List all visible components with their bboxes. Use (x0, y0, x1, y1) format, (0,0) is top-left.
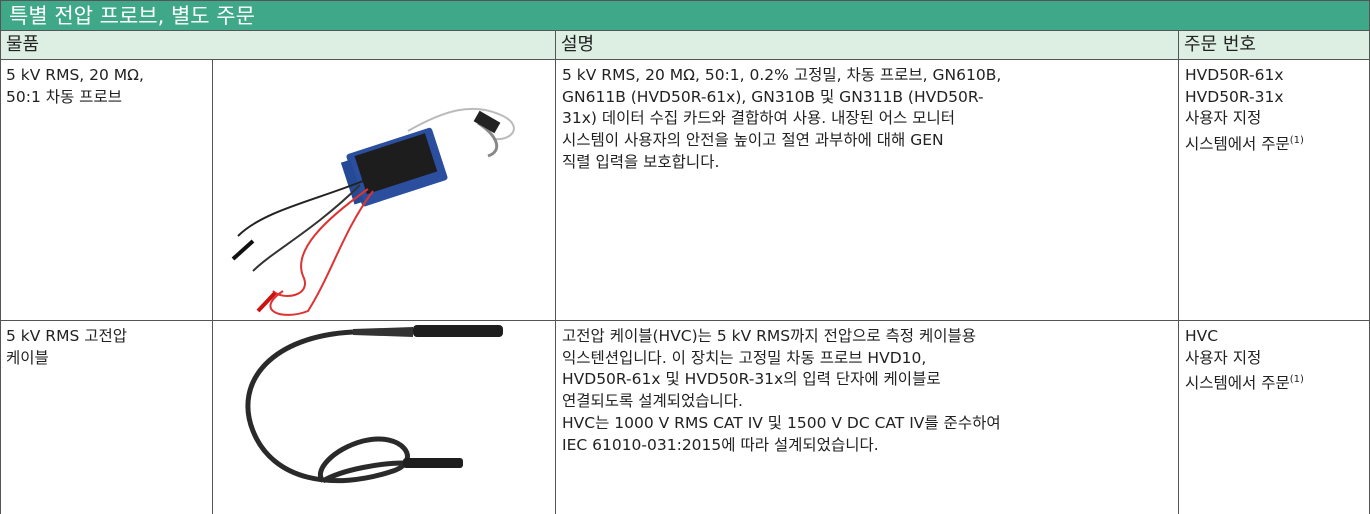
header-cell: 주문 번호 (1178, 31, 1370, 60)
text-line: 연결되도록 설계되었습니다. (562, 392, 743, 411)
text-line: 50:1 차동 프로브 (6, 87, 122, 106)
text-line: 익스텐션입니다. 이 장치는 고정밀 차동 프로브 HVD10, (562, 348, 927, 367)
text-line: IEC 61010-031:2015에 따라 설계되었습니다. (562, 435, 879, 454)
description-cell: 고전압 케이블(HVC)는 5 kV RMS까지 전압으로 측정 케이블용 익스… (556, 321, 1178, 461)
header-cell: 물품 (0, 31, 555, 60)
header-cell: 설명 (555, 31, 1178, 60)
description-cell: 5 kV RMS, 20 MΩ, 50:1, 0.2% 고정밀, 차동 프로브,… (556, 60, 1178, 179)
text-line: HVD50R-31x (1185, 87, 1284, 106)
footnote-mark: (1) (1289, 135, 1304, 147)
text: 시스템에서 주문 (1185, 135, 1290, 154)
border (0, 320, 1370, 321)
text-line: 5 kV RMS, 20 MΩ, (6, 66, 144, 84)
text-line: 고전압 케이블(HVC)는 5 kV RMS까지 전압으로 측정 케이블용 (562, 327, 977, 345)
item-cell: 5 kV RMS, 20 MΩ, 50:1 차동 프로브 (0, 60, 212, 113)
item-cell: 5 kV RMS 고전압 케이블 (0, 321, 212, 374)
text-line: HVD50R-61x (1185, 66, 1284, 84)
product-image (231, 107, 515, 316)
border (555, 31, 556, 514)
table-title: 특별 전압 프로브, 별도 주문 (0, 0, 1370, 31)
text: 시스템에서 주문 (1185, 374, 1290, 393)
text-line: GN611B (HVD50R-61x), GN310B 및 GN311B (HV… (562, 87, 984, 106)
text-line: 사용자 지정 (1185, 348, 1262, 367)
border (1178, 31, 1179, 514)
text-line: 사용자 지정 (1185, 109, 1262, 128)
text-line: 시스템이 사용자의 안전을 높이고 절연 과부하에 대해 GEN (562, 131, 944, 150)
text-line: HVD50R-61x 및 HVD50R-31x의 입력 단자에 케이블로 (562, 370, 941, 389)
text-line: 시스템에서 주문(1) (1185, 369, 1364, 395)
order-cell: HVD50R-61x HVD50R-31x 사용자 지정 시스템에서 주문(1) (1179, 60, 1370, 161)
order-cell: HVC 사용자 지정 시스템에서 주문(1) (1179, 321, 1370, 400)
text-line: 5 kV RMS, 20 MΩ, 50:1, 0.2% 고정밀, 차동 프로브,… (562, 66, 1002, 84)
text-line: HVC (1185, 327, 1219, 345)
footnote-mark: (1) (1289, 374, 1304, 386)
border (0, 31, 1, 514)
text-line: 시스템에서 주문(1) (1185, 130, 1364, 156)
text-line: 직렬 입력을 보호합니다. (562, 152, 720, 171)
text-line: 5 kV RMS 고전압 (6, 327, 127, 345)
border (212, 60, 213, 514)
product-image (245, 325, 503, 484)
text-line: 케이블 (6, 348, 49, 367)
text-line: HVC는 1000 V RMS CAT IV 및 1500 V DC CAT I… (562, 413, 1001, 432)
text-line: 31x) 데이터 수집 카드와 결합하여 사용. 내장된 어스 모니터 (562, 109, 956, 128)
